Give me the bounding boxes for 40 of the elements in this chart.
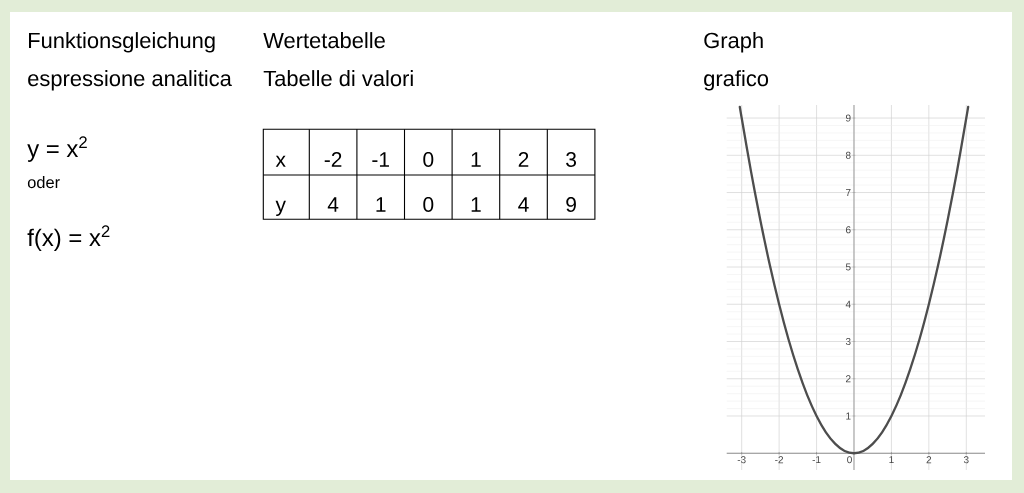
category-label: -2 — [324, 152, 342, 167]
y-tick-label: 6 — [846, 226, 851, 234]
text: espressione analitica — [28, 70, 232, 91]
text: f(x) = x$^{2}$ — [27, 225, 110, 251]
category-label: -1 — [372, 152, 389, 167]
category-label: 2 — [518, 152, 529, 167]
x-tick-label: 0 — [847, 456, 852, 464]
data-label: 4 — [327, 197, 339, 212]
y-tick-label: 9 — [845, 114, 851, 122]
y-tick-label: 1 — [846, 412, 851, 420]
y-tick-label: 3 — [845, 337, 851, 346]
data-label: 4 — [518, 197, 529, 212]
text: oder — [27, 176, 60, 189]
data-label: 9 — [566, 197, 576, 212]
data-label: 0 — [423, 152, 434, 167]
x-tick-label: -2 — [775, 456, 784, 464]
data-label: 1 — [471, 152, 481, 167]
y-tick-label: 4 — [845, 300, 851, 308]
data-label: 1 — [376, 197, 386, 212]
text: x — [275, 155, 286, 167]
chart-title: Graph — [704, 32, 763, 53]
category-label: 3 — [566, 152, 577, 167]
category-label: 0 — [423, 197, 434, 212]
y-tick-label: 5 — [845, 263, 851, 271]
y-tick-label: 7 — [846, 189, 851, 196]
text: Funktionsgleichung — [29, 32, 215, 53]
x-tick-label: -1 — [812, 456, 821, 464]
y-tick-label: 8 — [845, 151, 851, 159]
text: y = x$^{2}$ — [27, 136, 87, 162]
x-tick-label: -3 — [737, 456, 746, 464]
y-tick-label: 2 — [846, 375, 851, 383]
category-label: 1 — [471, 197, 481, 212]
chart-subtitle: grafico — [704, 70, 769, 91]
text: Wertetabelle — [263, 32, 385, 49]
x-tick-label: 2 — [926, 456, 932, 464]
text: y — [275, 200, 286, 217]
text: Tabelle di valori — [263, 70, 413, 87]
x-tick-label: 1 — [889, 456, 894, 464]
line-series — [738, 105, 970, 455]
x-tick-label: 3 — [963, 456, 969, 464]
